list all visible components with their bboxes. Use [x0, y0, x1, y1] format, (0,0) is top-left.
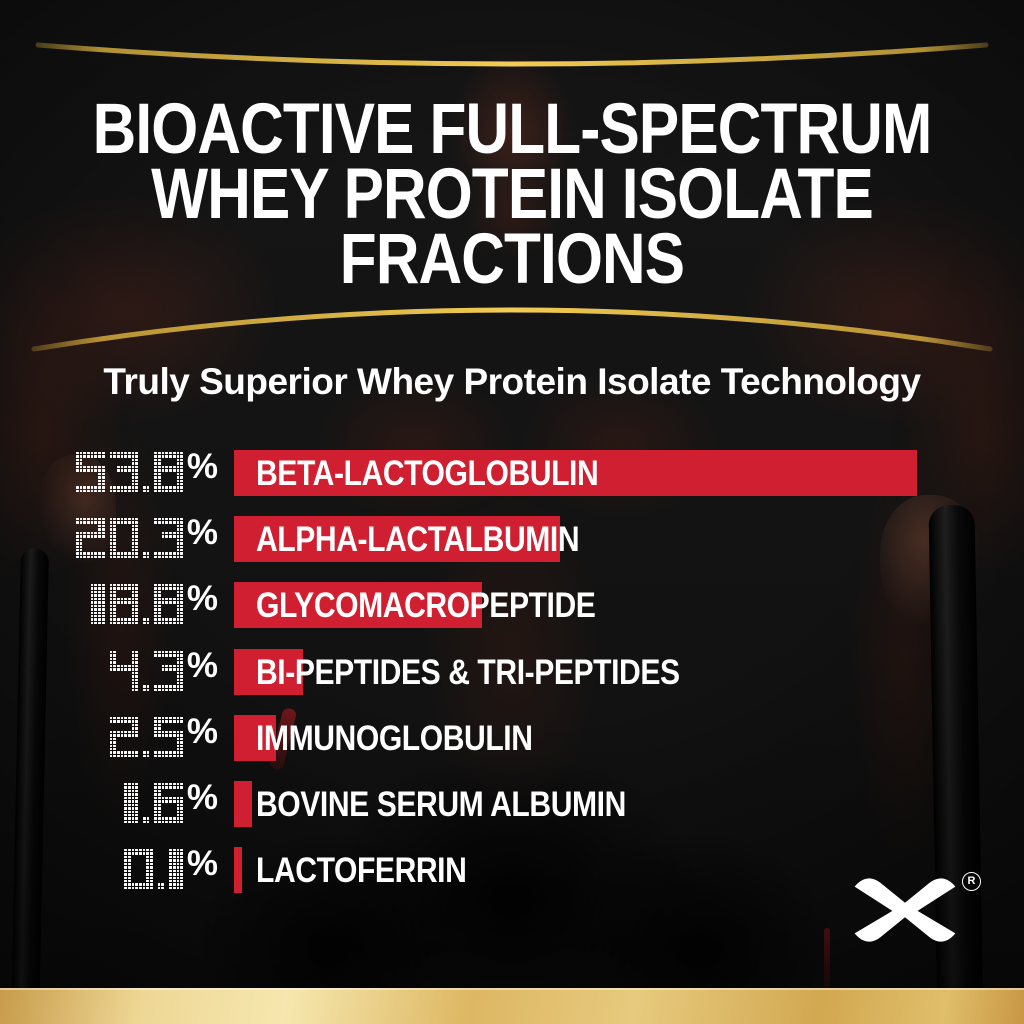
- dot-matrix-digit: [109, 518, 138, 559]
- dot-matrix-digit: [109, 651, 138, 692]
- bar-category-label: BETA-LACTOGLOBULIN: [256, 454, 599, 493]
- bar-category-label: IMMUNOGLOBULIN: [256, 719, 533, 758]
- chart-row: BETA-LACTOGLOBULIN %: [0, 447, 1024, 496]
- chart-row: GLYCOMACROPEPTIDE %: [0, 579, 1024, 628]
- dot-matrix-digit: [90, 584, 105, 625]
- registered-trademark-icon: R: [962, 872, 981, 891]
- bar-fill: [234, 781, 252, 827]
- bar-value-label: %: [71, 513, 218, 559]
- bar-category-label: BI-PEPTIDES & TRI-PEPTIDES: [256, 653, 680, 692]
- dot-matrix-digit: [143, 651, 150, 692]
- percent-sign: %: [186, 579, 218, 618]
- dot-matrix-digit: [154, 717, 183, 758]
- bar-category-label: BOVINE SERUM ALBUMIN: [256, 785, 626, 824]
- bar-fill: [234, 516, 560, 562]
- chart-row: ALPHA-LACTALBUMIN %: [0, 513, 1024, 562]
- dot-matrix-digit: [143, 783, 150, 824]
- page-title: BIOACTIVE FULL-SPECTRUM WHEY PROTEIN ISO…: [0, 90, 1024, 299]
- protein-fractions-bar-chart: BETA-LACTOGLOBULIN % ALPHA-LACTALBUMIN %…: [0, 447, 1024, 920]
- bar-fill: [234, 450, 917, 496]
- chart-row: IMMUNOGLOBULIN %: [0, 712, 1024, 761]
- dot-matrix-digit: [76, 518, 105, 559]
- percent-sign: %: [186, 447, 218, 486]
- brand-x-logo: [851, 874, 959, 946]
- bar-value-label: %: [105, 712, 218, 758]
- bar-fill: [234, 847, 242, 893]
- bar-category-label: LACTOFERRIN: [256, 851, 467, 890]
- bar-fill: [234, 649, 303, 695]
- bar-value-label: %: [71, 447, 218, 493]
- bar-fill: [234, 582, 482, 628]
- bar-fill: [234, 715, 276, 761]
- percent-sign: %: [186, 646, 218, 685]
- dot-matrix-digit: [154, 452, 183, 493]
- dot-matrix-digit: [143, 584, 150, 625]
- bar-category-label: ALPHA-LACTALBUMIN: [256, 520, 580, 559]
- percent-sign: %: [186, 844, 218, 883]
- bar-value-label: %: [119, 778, 218, 824]
- dot-matrix-digit: [109, 452, 138, 493]
- chart-row: LACTOFERRIN %: [0, 844, 1024, 893]
- dot-matrix-digit: [154, 783, 183, 824]
- dot-matrix-digit: [124, 849, 153, 890]
- title-line-2: WHEY PROTEIN ISOLATE: [151, 155, 874, 234]
- dot-matrix-digit: [109, 717, 138, 758]
- percent-sign: %: [186, 712, 218, 751]
- dot-matrix-digit: [124, 783, 138, 824]
- subtitle: Truly Superior Whey Protein Isolate Tech…: [103, 361, 921, 402]
- dot-matrix-digit: [143, 717, 150, 758]
- dot-matrix-digit: [76, 452, 105, 493]
- percent-sign: %: [186, 513, 218, 552]
- bar-category-label: GLYCOMACROPEPTIDE: [256, 586, 596, 625]
- dot-matrix-digit: [154, 518, 183, 559]
- gold-footer-band: [0, 988, 1024, 1024]
- dot-matrix-digit: [143, 452, 150, 493]
- dot-matrix-digit: [157, 849, 165, 890]
- dot-matrix-digit: [154, 584, 183, 625]
- chart-row: BOVINE SERUM ALBUMIN %: [0, 778, 1024, 827]
- dot-matrix-digit: [169, 849, 183, 890]
- percent-sign: %: [186, 778, 218, 817]
- title-line-1: BIOACTIVE FULL-SPECTRUM: [92, 90, 933, 169]
- bar-value-label: %: [105, 646, 218, 692]
- title-line-3: FRACTIONS: [339, 220, 685, 299]
- dot-matrix-digit: [154, 651, 183, 692]
- bar-value-label: %: [119, 844, 218, 890]
- chart-row: BI-PEPTIDES & TRI-PEPTIDES %: [0, 646, 1024, 695]
- dot-matrix-digit: [143, 518, 150, 559]
- bar-value-label: %: [86, 579, 218, 625]
- dot-matrix-digit: [109, 584, 138, 625]
- x-mark: [854, 878, 956, 942]
